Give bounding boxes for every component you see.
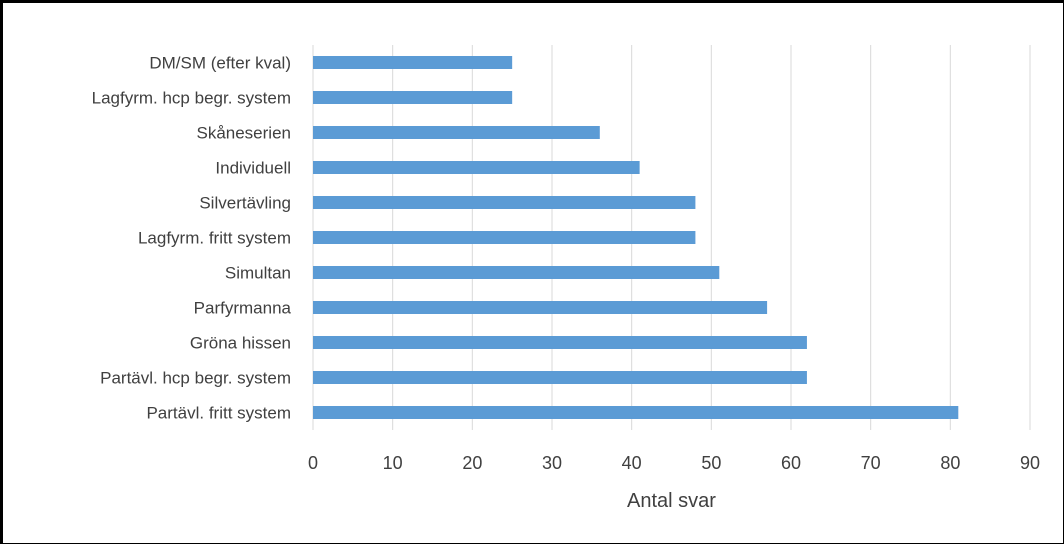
- category-label: Lagfyrm. hcp begr. system: [92, 89, 291, 108]
- bar: [313, 371, 807, 384]
- bar: [313, 301, 768, 314]
- bar: [313, 196, 696, 209]
- category-label: Silvertävling: [199, 194, 291, 213]
- bar: [313, 56, 513, 69]
- category-label: Parfyrmanna: [194, 299, 292, 318]
- x-tick-label: 30: [542, 453, 562, 473]
- x-tick-label: 40: [622, 453, 642, 473]
- category-label: Simultan: [225, 264, 291, 283]
- bar: [313, 126, 600, 139]
- bar: [313, 336, 807, 349]
- bar: [313, 161, 640, 174]
- category-label: Skåneserien: [196, 124, 291, 143]
- category-label: Partävl. fritt system: [146, 404, 291, 423]
- x-tick-label: 20: [462, 453, 482, 473]
- x-tick-label: 70: [861, 453, 881, 473]
- category-labels: DM/SM (efter kval) Lagfyrm. hcp begr. sys…: [92, 54, 292, 423]
- x-tick-labels: 0 10 20 30 40 50 60 70 80 90: [308, 453, 1040, 473]
- gridlines: [312, 45, 1031, 430]
- bar: [313, 231, 696, 244]
- category-label: Lagfyrm. fritt system: [138, 229, 291, 248]
- category-label: Gröna hissen: [190, 334, 291, 353]
- category-label: Partävl. hcp begr. system: [100, 369, 291, 388]
- category-label: Individuell: [215, 159, 291, 178]
- x-tick-label: 10: [383, 453, 403, 473]
- x-axis-title: Antal svar: [627, 490, 716, 512]
- bars: [313, 56, 959, 419]
- x-tick-label: 60: [781, 453, 801, 473]
- category-label: DM/SM (efter kval): [149, 54, 291, 73]
- bar: [313, 406, 959, 419]
- bar: [313, 266, 720, 279]
- x-tick-label: 0: [308, 453, 318, 473]
- x-tick-label: 90: [1020, 453, 1040, 473]
- x-tick-label: 50: [701, 453, 721, 473]
- x-tick-label: 80: [940, 453, 960, 473]
- bar: [313, 91, 513, 104]
